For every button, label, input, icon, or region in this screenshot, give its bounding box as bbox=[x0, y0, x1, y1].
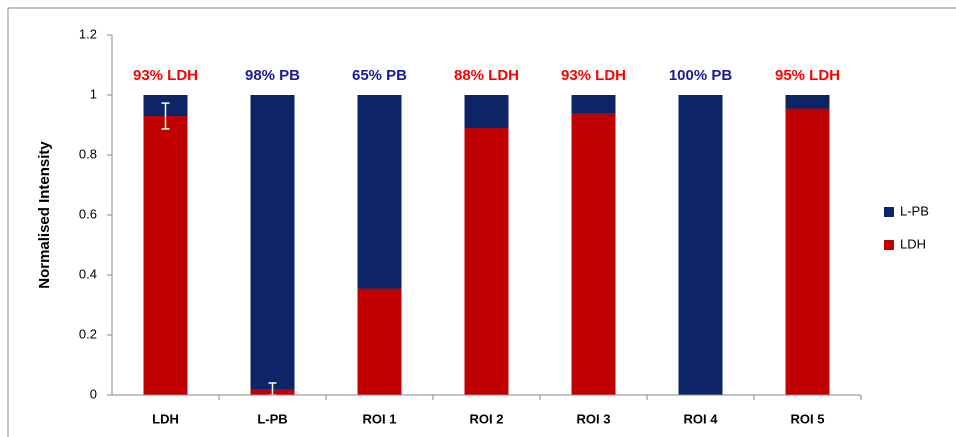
legend-label: L-PB bbox=[900, 203, 929, 218]
annotation: 93% LDH bbox=[133, 67, 198, 84]
legend-label: LDH bbox=[900, 236, 926, 251]
y-tick-label: 1.2 bbox=[79, 26, 97, 41]
x-tick-label: ROI 3 bbox=[577, 411, 611, 426]
bar-segment bbox=[571, 113, 616, 395]
annotation: 98% PB bbox=[245, 67, 300, 84]
bar-segment bbox=[785, 108, 830, 395]
x-tick-label: L-PB bbox=[257, 411, 287, 426]
legend-swatch bbox=[884, 240, 894, 250]
x-tick-label: ROI 4 bbox=[684, 411, 719, 426]
annotation: 93% LDH bbox=[561, 67, 626, 84]
error-bar bbox=[161, 102, 170, 130]
bar-segment bbox=[785, 95, 830, 109]
y-tick-label: 0.4 bbox=[79, 266, 97, 281]
x-tick-label: ROI 5 bbox=[791, 411, 825, 426]
y-tick-label: 0.8 bbox=[79, 146, 97, 161]
bar-segment bbox=[464, 95, 509, 128]
y-tick-label: 0.6 bbox=[79, 206, 97, 221]
chart-frame bbox=[7, 7, 956, 437]
y-tick-label: 1 bbox=[90, 86, 97, 101]
bar-segment bbox=[464, 128, 509, 395]
x-tick-label: ROI 2 bbox=[470, 411, 504, 426]
bar-segment bbox=[143, 116, 188, 395]
legend-swatch bbox=[884, 207, 894, 217]
bar-segment bbox=[678, 95, 723, 395]
bar-segment bbox=[571, 95, 616, 113]
annotation: 88% LDH bbox=[454, 67, 519, 84]
bar-segment bbox=[250, 95, 295, 389]
annotation: 95% LDH bbox=[775, 67, 840, 84]
annotation: 100% PB bbox=[669, 67, 733, 84]
x-tick-label: LDH bbox=[152, 411, 179, 426]
bar-segment bbox=[357, 288, 402, 395]
y-tick-label: 0 bbox=[90, 386, 97, 401]
y-tick-label: 0.2 bbox=[79, 326, 97, 341]
bar-segment bbox=[357, 95, 402, 289]
annotation: 65% PB bbox=[352, 67, 407, 84]
y-axis-title: Normalised Intensity bbox=[36, 141, 53, 289]
x-tick-label: ROI 1 bbox=[363, 411, 397, 426]
